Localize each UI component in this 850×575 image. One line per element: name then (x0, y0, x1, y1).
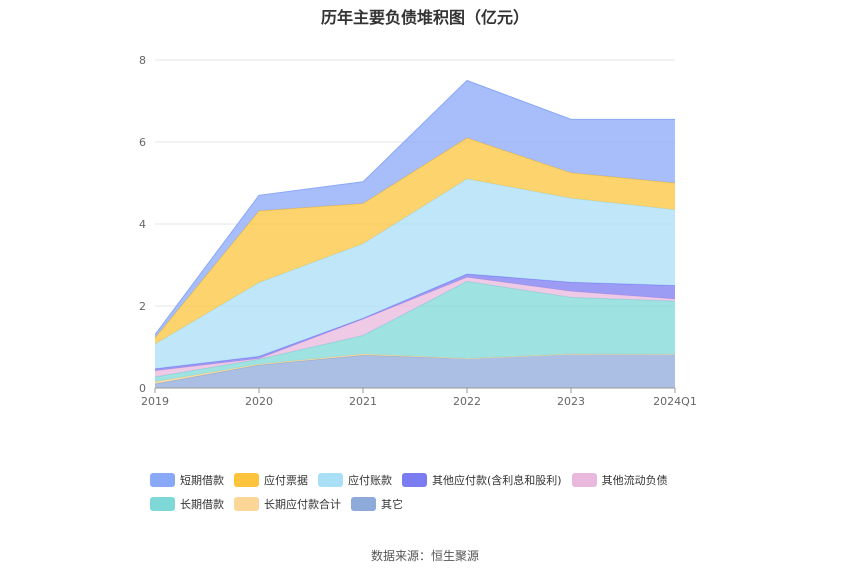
legend-label: 其它 (381, 497, 403, 511)
legend-label: 短期借款 (180, 473, 224, 487)
legend-swatch (150, 472, 175, 487)
y-tick-label: 2 (139, 300, 146, 313)
legend-swatch (318, 472, 343, 487)
y-tick-label: 4 (139, 218, 146, 231)
x-tick-label: 2022 (453, 395, 481, 408)
area-series (155, 281, 675, 382)
x-tick-label: 2023 (557, 395, 585, 408)
area-series (155, 178, 675, 369)
legend-swatch (150, 496, 175, 511)
legend-swatch (351, 496, 376, 511)
legend-swatch (234, 472, 259, 487)
legend-label: 应付票据 (264, 473, 308, 487)
legend-label: 长期借款 (180, 497, 224, 511)
legend-swatch (571, 472, 597, 487)
legend-label: 其他流动负债 (601, 473, 668, 487)
legend-swatch (234, 496, 259, 511)
legend-item[interactable]: 短期借款 (150, 472, 224, 487)
area-series-line (154, 280, 676, 378)
x-tick-label: 2024Q1 (653, 395, 697, 408)
x-tick-label: 2021 (349, 395, 377, 408)
legend-row: 长期借款 长期应付款合计 其它 (150, 496, 750, 520)
area-series-line (154, 178, 676, 345)
area-series (155, 277, 675, 377)
legend-label: 长期应付款合计 (264, 497, 341, 511)
area-series (155, 80, 675, 338)
chart-legend: 短期借款 应付票据 应付账款 其他应付款(含利息和股利) 其他流动负债 长期借款 长期应付… (150, 472, 750, 520)
legend-item[interactable]: 其他应付款(含利息和股利) (402, 472, 562, 487)
data-source-note: 数据来源：恒生聚源 (370, 549, 479, 563)
legend-item[interactable]: 应付账款 (318, 472, 392, 487)
area-series-line (154, 79, 675, 335)
legend-row: 短期借款 应付票据 应付账款 其他应付款(含利息和股利) 其他流动负债 (150, 472, 750, 496)
legend-item[interactable]: 其它 (351, 496, 403, 511)
legend-swatch (402, 472, 427, 487)
area-series (155, 354, 675, 388)
legend-item[interactable]: 其他流动负债 (571, 472, 668, 487)
x-tick-label: 2019 (141, 395, 169, 408)
x-tick-label: 2020 (245, 395, 273, 408)
legend-item[interactable]: 长期借款 (150, 496, 224, 511)
legend-label: 其他应付款(含利息和股利) (432, 473, 562, 487)
chart-title: 历年主要负债堆积图（亿元） (320, 8, 529, 27)
y-tick-label: 0 (139, 382, 146, 395)
legend-label: 应付账款 (348, 473, 392, 487)
legend-item[interactable]: 应付票据 (234, 472, 308, 487)
area-series (155, 137, 675, 345)
y-tick-label: 6 (139, 136, 146, 149)
legend-item[interactable]: 长期应付款合计 (234, 496, 341, 511)
y-tick-label: 8 (139, 54, 146, 67)
